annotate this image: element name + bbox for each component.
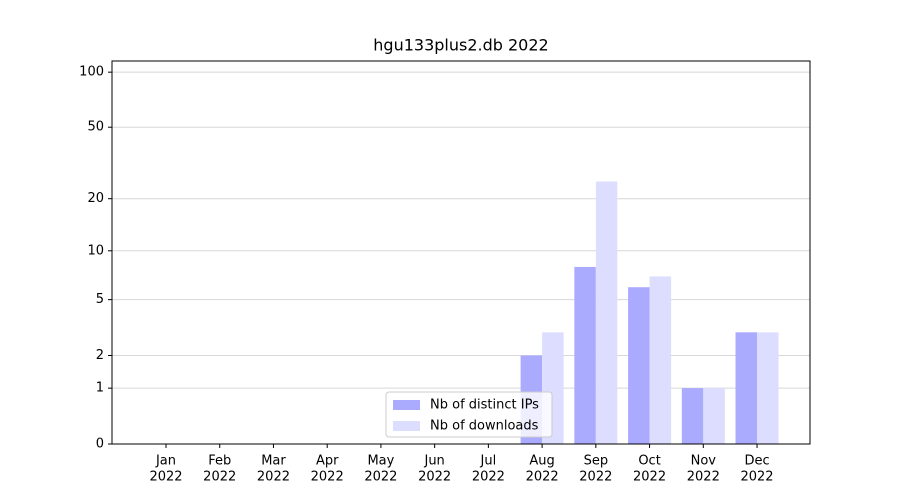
x-tick-label: Oct — [638, 454, 660, 469]
legend-swatch — [393, 421, 420, 431]
x-tick-label: 2022 — [203, 470, 236, 485]
bar — [574, 266, 596, 444]
bar — [649, 276, 672, 444]
x-tick-label: 2022 — [311, 470, 344, 485]
x-tick-label: Dec — [744, 454, 769, 469]
x-tick-label: Jun — [423, 454, 444, 469]
x-tick-label: 2022 — [687, 470, 720, 485]
x-tick-label: 2022 — [579, 470, 612, 485]
y-tick-label: 1 — [96, 381, 104, 396]
x-tick-label: Aug — [529, 454, 554, 469]
chart-title: hgu133plus2.db 2022 — [373, 36, 548, 55]
x-tick-label: Nov — [691, 454, 717, 469]
y-tick-label: 5 — [96, 292, 104, 307]
x-tick-label: Mar — [261, 454, 286, 469]
x-tick-label: 2022 — [472, 470, 505, 485]
bar — [735, 332, 758, 444]
bar — [628, 287, 650, 444]
legend: Nb of distinct IPs Nb of downloads — [385, 391, 553, 438]
x-tick-label: Sep — [584, 454, 609, 469]
bar — [703, 388, 725, 444]
y-tick-label: 100 — [79, 65, 104, 80]
legend-label: Nb of downloads — [430, 419, 539, 434]
x-tick-label: 2022 — [526, 470, 559, 485]
y-tick-label: 2 — [96, 348, 104, 363]
x-tick-label: 2022 — [633, 470, 666, 485]
legend-label: Nb of distinct IPs — [430, 398, 539, 413]
x-tick-label: May — [367, 454, 394, 469]
plot-frame — [111, 60, 811, 445]
y-tick-label: 20 — [87, 191, 104, 206]
x-tick-label: Jul — [480, 454, 497, 469]
x-tick-label: Feb — [208, 454, 231, 469]
y-tick-label: 10 — [87, 243, 104, 258]
x-tick-label: 2022 — [418, 470, 451, 485]
x-tick-label: 2022 — [149, 470, 182, 485]
x-tick-label: Apr — [316, 454, 339, 469]
x-tick-label: Jan — [155, 454, 176, 469]
y-tick-label: 50 — [87, 120, 104, 135]
x-tick-label: 2022 — [364, 470, 397, 485]
x-tick-label: 2022 — [257, 470, 290, 485]
x-tick-label: 2022 — [740, 470, 773, 485]
legend-swatch — [393, 400, 420, 410]
bar — [757, 332, 779, 444]
legend-frame — [385, 391, 553, 438]
bar — [595, 181, 618, 445]
bar — [681, 388, 704, 444]
y-tick-label: 0 — [96, 437, 104, 452]
